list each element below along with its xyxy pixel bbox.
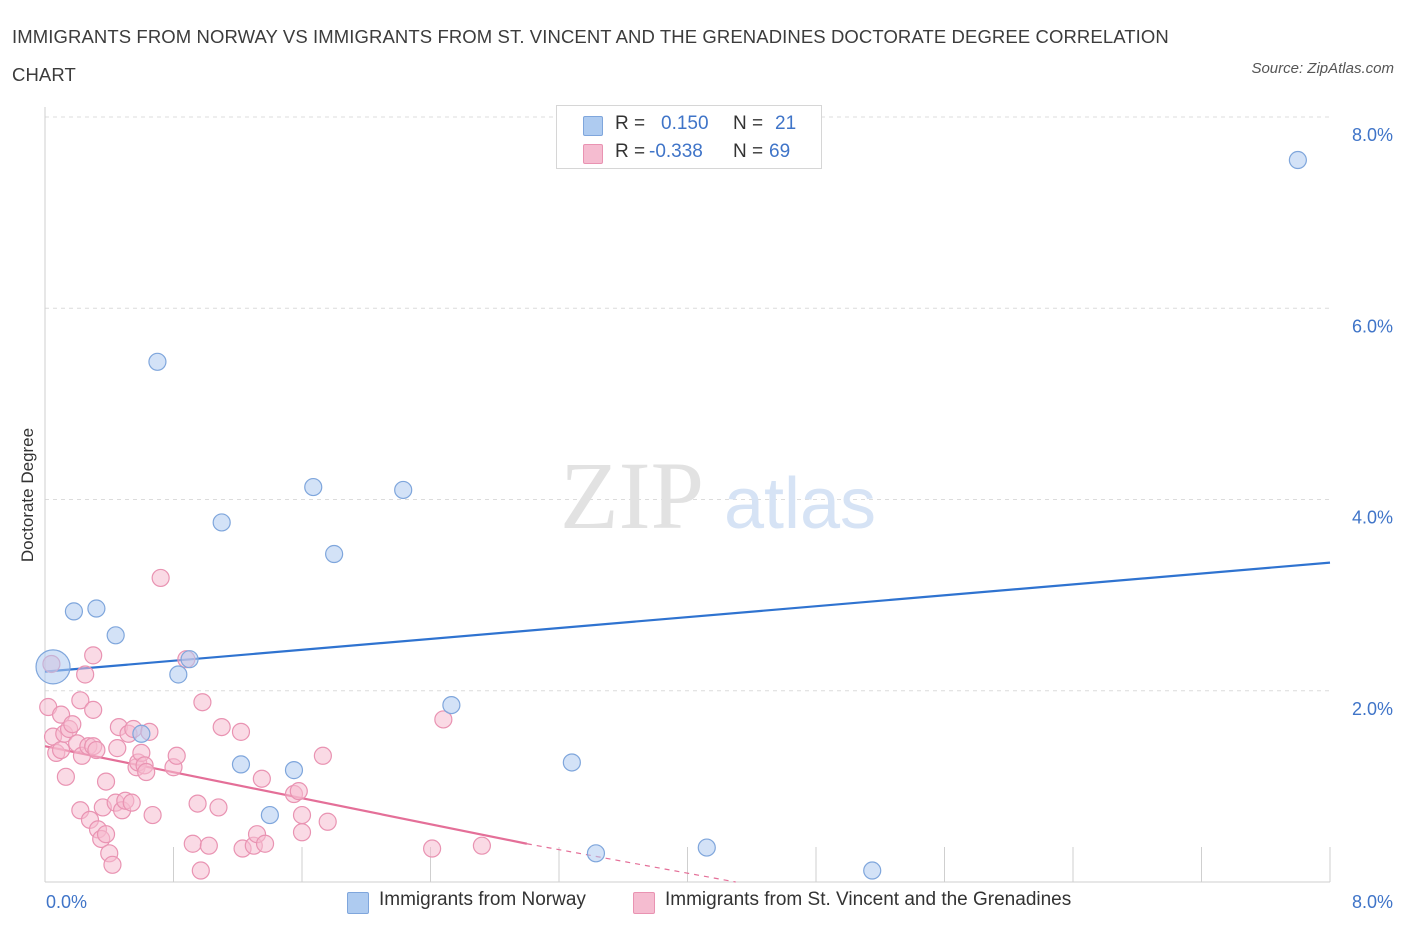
data-point-stvincent [292,805,312,825]
data-point-norway [586,844,606,863]
data-point-norway [260,805,279,825]
y-axis-label: Doctorate Degree [18,428,37,562]
data-point-stvincent [472,836,491,855]
x-tick-label: 8.0% [1352,892,1393,912]
data-point-stvincent [313,746,332,765]
legend-r-value: -0.338 [649,141,703,162]
data-point-stvincent [84,646,103,665]
data-point-norway [697,838,716,857]
data-point-stvincent [137,762,156,782]
bottom-legend-label-norway: Immigrants from Norway [379,889,586,910]
stats-legend: R = 0.150 N = 21 R = -0.338 N = 69 [556,105,822,169]
y-tick-label: 8.0% [1352,125,1393,145]
axes [44,107,1331,883]
data-point-stvincent [143,805,162,825]
data-point-stvincent [231,722,251,741]
data-point-stvincent [212,717,231,737]
data-point-stvincent [199,836,218,855]
y-tick-labels: 2.0% 4.0% 6.0% 8.0% [1352,125,1393,719]
data-point-stvincent [191,861,210,880]
data-point-stvincent [103,855,122,874]
data-point-stvincent [183,834,202,853]
data-point-norway [562,753,581,772]
data-point-norway [212,513,231,532]
data-point-norway [169,665,188,684]
data-point-stvincent [209,798,228,817]
data-point-norway [325,544,344,564]
trend-line-norway [44,561,1331,673]
data-point-stvincent [56,767,75,786]
data-point-norway [863,861,882,880]
data-point-norway [1288,150,1307,170]
data-point-stvincent [434,710,453,729]
grid-lines [45,116,1330,692]
data-point-stvincent [84,700,103,719]
data-point-stvincent [87,740,106,760]
data-point-norway [231,755,251,774]
bottom-legend-swatch-norway [347,892,369,914]
data-point-stvincent [63,715,82,734]
legend-r-value: 0.150 [661,113,709,134]
data-point-stvincent [108,739,127,758]
data-point-stvincent [71,691,90,710]
data-point-norway [148,352,167,371]
x-tick-label: 0.0% [46,892,87,912]
legend-swatch-stvincent [583,144,603,164]
data-point-stvincent [188,794,207,813]
legend-r-label: R = [615,141,646,162]
legend-n-value: 21 [775,113,797,134]
legend-r-label: R = [615,113,646,134]
data-point-stvincent [167,746,186,765]
data-point-norway [442,695,461,715]
bottom-legend-swatch-stvincent [633,892,655,914]
chart-source: Source: ZipAtlas.com [1251,60,1394,77]
data-point-norway [35,649,71,685]
data-point-stvincent [252,769,271,788]
chart-title: IMMIGRANTS FROM NORWAY VS IMMIGRANTS FRO… [12,26,1169,85]
data-point-norway [304,477,323,497]
data-point-stvincent [96,825,116,844]
legend-n-value: 69 [769,141,791,162]
data-point-norway [394,480,413,500]
data-point-stvincent [193,693,212,712]
data-point-stvincent [151,568,170,588]
legend-n-label: N = [733,113,764,134]
watermark-atlas: atlas [724,464,876,544]
data-point-stvincent [51,740,71,760]
data-point-stvincent [96,772,116,791]
data-point-norway [132,724,151,743]
data-point-stvincent [76,665,95,684]
data-point-stvincent [255,834,275,853]
bottom-legend-label-stvincent: Immigrants from St. Vincent and the Gren… [665,889,1072,910]
data-point-stvincent [318,812,337,831]
data-point-stvincent [292,823,312,842]
y-tick-label: 4.0% [1352,508,1393,528]
data-point-norway [180,650,199,669]
data-point-norway [106,626,125,645]
x-tick-labels: 0.0% 8.0% [46,892,1393,912]
y-tick-label: 6.0% [1352,316,1393,336]
data-point-norway [64,602,84,621]
trend-lines [44,561,1331,883]
data-points [35,150,1307,880]
data-point-stvincent [289,782,308,801]
data-point-norway [87,599,106,618]
data-point-norway [284,761,304,780]
watermark-zip: ZIP [560,442,704,549]
legend-n-label: N = [733,141,764,162]
y-tick-label: 2.0% [1352,699,1393,719]
data-point-stvincent [423,839,442,858]
legend-swatch-norway [583,116,603,136]
data-point-stvincent [122,793,141,812]
